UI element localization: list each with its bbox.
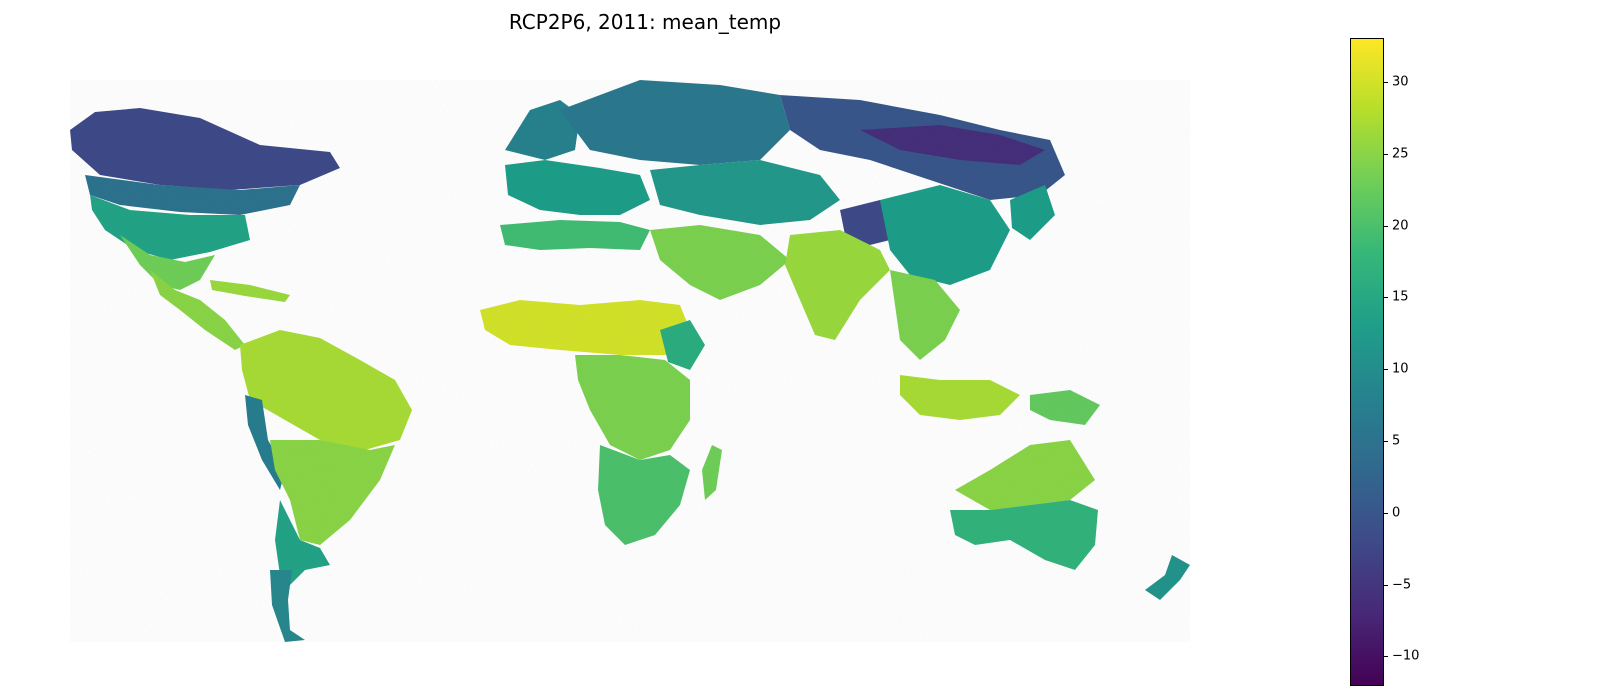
new-zealand: [1145, 555, 1190, 600]
colorbar-tick-label: 10: [1392, 361, 1409, 377]
colorbar-tick: [1383, 369, 1388, 371]
colorbar-tick-label: 5: [1392, 433, 1401, 449]
colorbar-tick-label: 25: [1392, 146, 1409, 162]
south-america-south: [275, 500, 330, 585]
north-america-canada: [85, 175, 300, 215]
north-america-south: [120, 235, 215, 290]
middle-east: [650, 225, 790, 300]
colorbar-tick: [1383, 297, 1388, 299]
australia-north: [955, 440, 1095, 510]
central-asia: [650, 160, 840, 225]
colorbar-tick: [1383, 512, 1388, 514]
colorbar-tick: [1383, 584, 1388, 586]
ethiopian-highlands: [660, 320, 705, 370]
central-america: [150, 270, 245, 350]
colorbar-tick-label: −5: [1392, 577, 1412, 592]
colorbar-tick: [1383, 440, 1388, 442]
new-guinea: [1030, 390, 1100, 425]
sumatra-borneo: [900, 375, 1020, 420]
russia-west: [560, 80, 790, 165]
europe-south: [500, 220, 650, 250]
south-america-north: [240, 330, 412, 450]
colorbar-gradient: [1350, 38, 1384, 686]
southeast-asia: [890, 270, 960, 360]
chart-title: RCP2P6, 2011: mean_temp: [508, 10, 782, 34]
colorbar-tick-label: 0: [1392, 505, 1401, 521]
colorbar-tick-label: 20: [1392, 218, 1409, 234]
colorbar-tick-label: 15: [1392, 289, 1409, 305]
africa-central: [575, 355, 690, 460]
india: [785, 230, 890, 340]
south-america-central: [270, 440, 395, 545]
china: [880, 185, 1010, 285]
scandinavia: [505, 100, 580, 160]
colorbar-tick: [1383, 656, 1388, 658]
world-temperature-map: [70, 80, 1190, 642]
caribbean: [210, 280, 290, 302]
patagonia: [270, 570, 305, 642]
colorbar-tick-label: 30: [1392, 74, 1409, 90]
madagascar: [702, 445, 722, 500]
colorbar: 30 25 20 15 10 5 0 −5 −10: [1350, 38, 1430, 686]
colorbar-tick: [1383, 225, 1388, 227]
europe-west: [505, 160, 650, 215]
siberia-east: [860, 125, 1045, 165]
colorbar-tick: [1383, 82, 1388, 84]
north-america-arctic: [70, 108, 340, 190]
colorbar-tick-label: −10: [1392, 648, 1420, 664]
africa-south: [598, 445, 690, 545]
sahara: [480, 300, 690, 355]
colorbar-tick: [1383, 153, 1388, 155]
japan-korea: [1010, 185, 1055, 240]
australia-south: [950, 500, 1098, 570]
